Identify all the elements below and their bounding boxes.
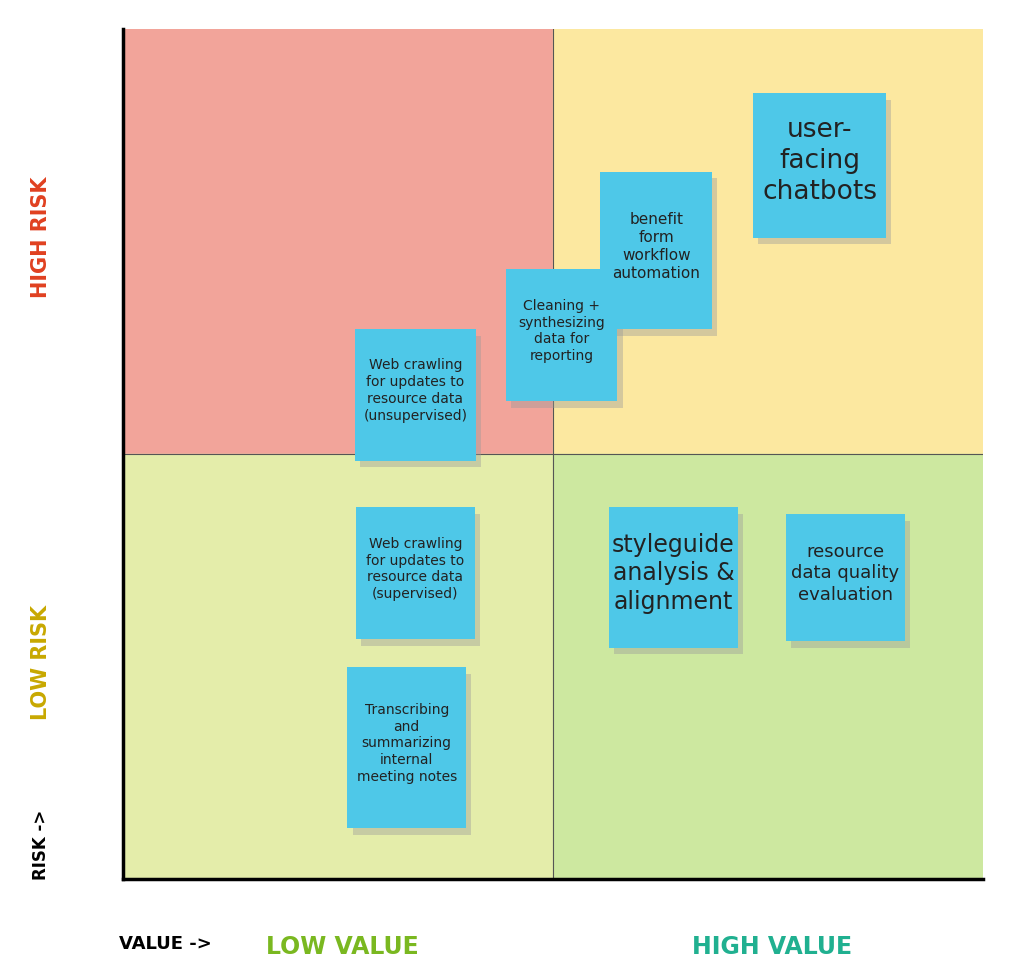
Text: styleguide
analysis &
alignment: styleguide analysis & alignment	[612, 532, 735, 615]
FancyBboxPatch shape	[347, 666, 466, 828]
Text: resource
data quality
evaluation: resource data quality evaluation	[792, 543, 899, 604]
FancyBboxPatch shape	[355, 329, 475, 461]
Text: HIGH RISK: HIGH RISK	[31, 177, 51, 298]
FancyBboxPatch shape	[786, 514, 905, 641]
FancyBboxPatch shape	[511, 276, 623, 408]
Bar	[123, 454, 553, 879]
FancyBboxPatch shape	[356, 507, 475, 639]
Text: benefit
form
workflow
automation: benefit form workflow automation	[612, 212, 700, 280]
FancyBboxPatch shape	[614, 514, 743, 655]
FancyBboxPatch shape	[600, 172, 712, 329]
Text: HIGH VALUE: HIGH VALUE	[692, 935, 852, 958]
Text: Cleaning +
synthesizing
data for
reporting: Cleaning + synthesizing data for reporti…	[518, 299, 605, 363]
FancyBboxPatch shape	[609, 507, 738, 648]
Bar	[553, 454, 983, 879]
FancyBboxPatch shape	[753, 93, 887, 237]
Text: VALUE ->: VALUE ->	[119, 935, 211, 953]
FancyBboxPatch shape	[792, 521, 910, 648]
Text: Transcribing
and
summarizing
internal
meeting notes: Transcribing and summarizing internal me…	[356, 702, 457, 784]
Text: LOW VALUE: LOW VALUE	[266, 935, 419, 958]
Text: user-
facing
chatbots: user- facing chatbots	[762, 117, 878, 205]
Bar	[553, 29, 983, 454]
Text: LOW RISK: LOW RISK	[31, 605, 51, 720]
FancyBboxPatch shape	[605, 179, 717, 336]
FancyBboxPatch shape	[361, 514, 480, 646]
Text: Web crawling
for updates to
resource data
(supervised): Web crawling for updates to resource dat…	[367, 537, 465, 601]
FancyBboxPatch shape	[758, 100, 892, 244]
FancyBboxPatch shape	[352, 673, 471, 835]
Text: Web crawling
for updates to
resource data
(unsupervised): Web crawling for updates to resource dat…	[364, 359, 467, 423]
Text: RISK ->: RISK ->	[32, 810, 50, 880]
FancyBboxPatch shape	[506, 270, 617, 402]
Bar	[123, 29, 553, 454]
FancyBboxPatch shape	[360, 336, 480, 467]
